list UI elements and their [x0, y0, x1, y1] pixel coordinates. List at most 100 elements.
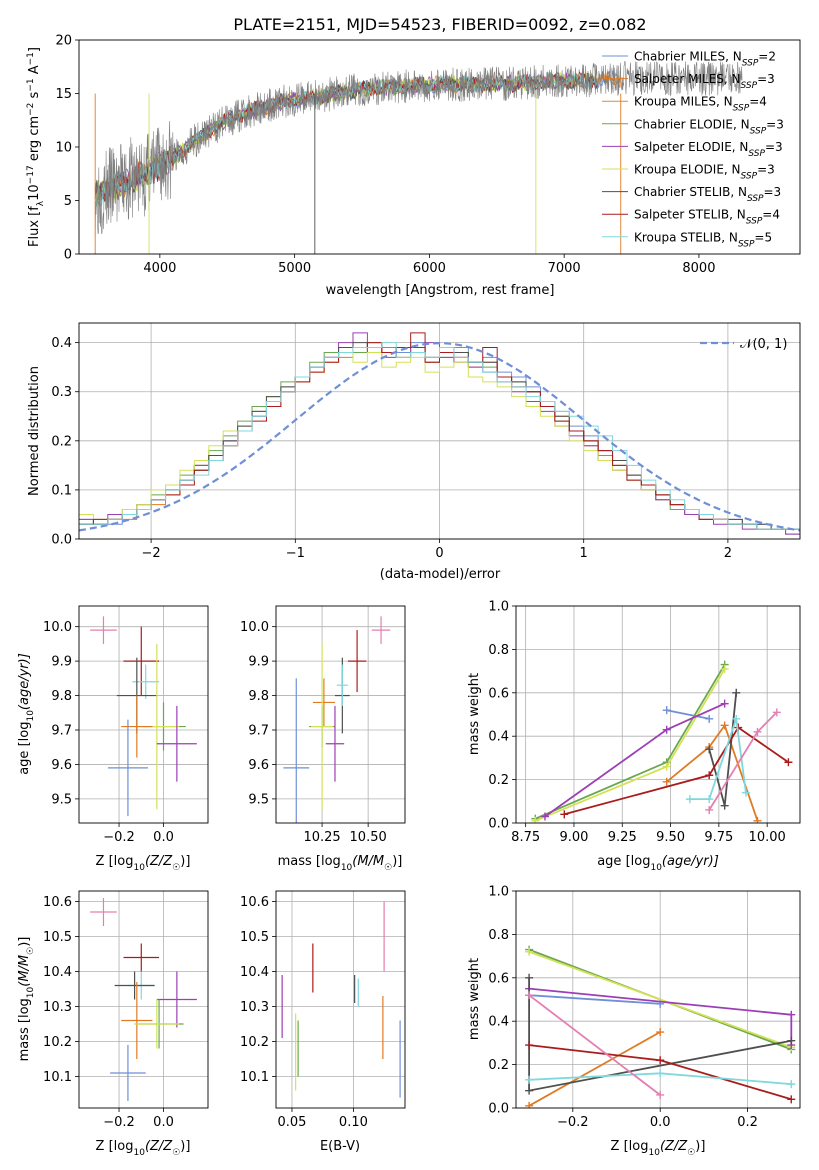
kroupa_elodie-weight-marker	[720, 664, 729, 673]
label-part: −2	[26, 103, 36, 116]
label-part: )]	[392, 854, 402, 869]
legend-entry: Salpeter MILES, NSSP=3	[634, 72, 775, 91]
x-tick-label: 0.05	[277, 1115, 306, 1130]
y-tick-label: 10.0	[240, 620, 269, 635]
x-tick-label: 1	[580, 546, 588, 561]
plot-area	[90, 898, 197, 1101]
y-tick-label: 9.8	[51, 689, 72, 704]
x-tick-label: 4000	[143, 261, 176, 276]
label-part: 10	[648, 1148, 660, 1158]
label-part: Z [log	[96, 1139, 134, 1154]
y-axis-label: mass weight	[467, 673, 482, 755]
label-part: Chabrier STELIB, N	[634, 185, 747, 199]
label-part: ☉	[172, 863, 180, 873]
age-vs-mass-panel: 10.25 10.50 9.5 9.6 9.7 9.8 9.9 10.0 mass [log10…	[240, 605, 406, 873]
y-tick-label: 10.1	[240, 1070, 269, 1085]
chabrier_miles-weight-marker	[705, 714, 714, 723]
x-tick-label: 0	[435, 546, 443, 561]
y-tick-label: 10.2	[240, 1035, 269, 1050]
label-part: =4	[749, 95, 767, 109]
y-tick-label: 9.7	[248, 724, 269, 739]
age-vs-metallicity-panel: −0.2 0.09.59.69.79.89.910.0Z [log10(Z/Z☉)…	[17, 605, 209, 873]
plot-area	[94, 61, 743, 254]
x-tick-label: 2	[724, 546, 732, 561]
kroupa_elodie-weight-line	[534, 668, 726, 822]
y-tick-label: 10.5	[43, 930, 72, 945]
label-part: 10	[133, 863, 145, 873]
chabrier_miles-weight-line	[666, 709, 710, 720]
y-tick-label: 10.4	[43, 965, 72, 980]
y-tick-label: 9.7	[51, 724, 72, 739]
plot-area	[281, 901, 401, 1098]
kroupa_stelib-weight-marker	[705, 795, 714, 804]
label-part: Chabrier MILES, N	[634, 50, 742, 64]
label-part: Kroupa MILES, N	[634, 95, 733, 109]
y-tick-label: 0.6	[488, 686, 509, 701]
chabrier_stelib-weight-marker	[720, 801, 729, 810]
y-tick-label: 0.4	[51, 336, 72, 351]
label-part: SSP	[750, 126, 767, 136]
extra_pink-weight-marker	[656, 1090, 665, 1099]
x-tick-label: 8.75	[511, 830, 540, 845]
x-axis-label: E(B-V)	[320, 1139, 360, 1154]
label-part: SSP	[742, 59, 759, 69]
x-tick-label: 9.50	[656, 830, 685, 845]
salpeter_elodie-weight-marker	[787, 1010, 796, 1019]
extra_pink-weight-marker	[772, 708, 781, 717]
y-tick-label: 10.6	[240, 895, 269, 910]
y-tick-label: 10.3	[43, 1000, 72, 1015]
kroupa_stelib-weight-line	[689, 718, 747, 800]
normal-distribution-curve	[79, 342, 800, 532]
salpeter_miles-weight-marker	[656, 1028, 665, 1037]
salpeter_stelib-weight-marker	[560, 810, 569, 819]
axes-frame	[275, 890, 406, 1109]
mass-weight-vs-metallicity-panel: −0.2 0.0 0.2 0.0 0.2 0.4 0.6 0.8 1.0 Z [log10(Z/Z…	[467, 885, 801, 1158]
x-axis-label: Z [log10(Z/Z☉)]	[611, 1139, 706, 1158]
label-part: =5	[754, 230, 772, 244]
label-part: Z [log	[611, 1139, 649, 1154]
y-tick-label: 9.6	[51, 758, 72, 773]
chabrier_stelib-weight-marker	[705, 745, 714, 754]
y-tick-label: 0.3	[51, 385, 72, 400]
plot-area	[90, 616, 197, 817]
label-part: (Z/Z	[660, 1139, 688, 1154]
label-part: SSP	[741, 172, 758, 182]
y-tick-label: 0.6	[488, 971, 509, 986]
y-axis-label: age [log10(age/yr)]	[17, 653, 36, 775]
legend-entry: Kroupa MILES, NSSP=4	[634, 95, 767, 114]
y-tick-label: 10.3	[240, 1000, 269, 1015]
label-part: Chabrier ELODIE, N	[634, 117, 750, 131]
label-part: 10	[27, 184, 42, 201]
axes-frame	[515, 605, 801, 824]
salpeter_miles-weight-marker	[525, 1101, 534, 1108]
salpeter_stelib-weight-marker	[705, 771, 714, 780]
y-tick-label: 9.9	[51, 655, 72, 670]
label-part: −1	[26, 78, 36, 91]
mass-vs-ebv-panel: 0.05 0.10 10.1 10.2 10.3 10.4 10.5 10.6 E(B-V)	[240, 890, 406, 1154]
y-axis-label: mass [log10(M/M☉)]	[17, 937, 36, 1062]
label-part: =2	[758, 50, 776, 64]
kroupa_elodie-weight-marker	[662, 762, 671, 771]
y-tick-label: 0.2	[488, 773, 509, 788]
y-tick-label: 0.8	[488, 643, 509, 658]
kroupa_stelib-histogram	[79, 342, 800, 530]
x-tick-label: 8000	[682, 261, 715, 276]
x-tick-label: 10.25	[303, 830, 340, 845]
extra_pink-weight-marker	[525, 991, 534, 1000]
label-part: ☉	[384, 863, 392, 873]
kroupa_stelib-weight-marker	[787, 1080, 796, 1089]
extra_pink-weight-line	[528, 994, 661, 1096]
label-part: =3	[766, 117, 784, 131]
label-part: 10	[26, 710, 36, 722]
label-part: age [log	[597, 854, 650, 869]
spectrum-panel: 4000 5000 6000 7000 8000 0 5 10 15 20 wavelength […	[26, 34, 801, 298]
label-part: )]	[180, 1139, 190, 1154]
label-part: SSP	[741, 81, 758, 91]
label-part: (M/M	[17, 955, 32, 987]
label-part: Flux [f	[27, 206, 42, 247]
kroupa_stelib-weight-marker	[685, 795, 694, 804]
x-tick-label: 0.0	[650, 1115, 671, 1130]
legend-entry: Chabrier STELIB, NSSP=3	[634, 185, 781, 204]
label-part: ]	[27, 47, 42, 52]
chabrier_elodie-weight-line	[534, 664, 726, 820]
